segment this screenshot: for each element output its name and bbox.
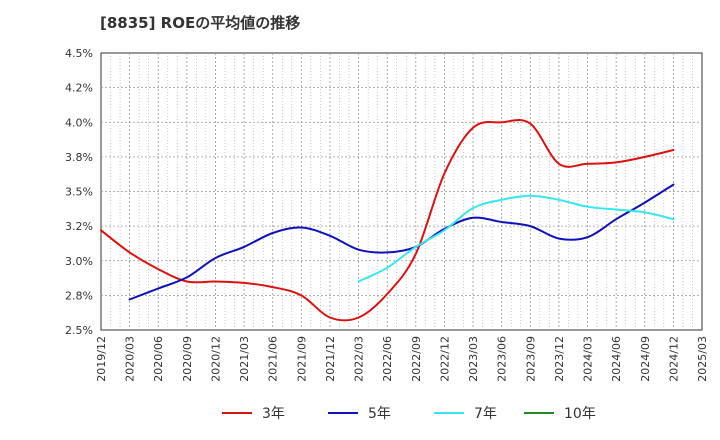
y-tick-label: 3.8% (65, 151, 93, 164)
x-tick-label: 2022/06 (381, 336, 394, 382)
x-tick-label: 2021/12 (324, 336, 337, 382)
series-line-0 (100, 118, 675, 322)
x-tick-label: 2021/09 (295, 336, 308, 382)
x-tick-label: 2020/06 (152, 336, 165, 382)
grid-layer (101, 53, 702, 330)
chart-title: [8835] ROEの平均値の推移 (100, 14, 301, 32)
x-tick-label: 2025/03 (696, 336, 709, 382)
x-tick-label: 2023/06 (496, 336, 509, 382)
x-tick-label: 2023/03 (467, 336, 480, 382)
y-tick-label: 4.2% (65, 82, 93, 95)
x-tick-label: 2019/12 (95, 336, 108, 382)
y-tick-label: 3.5% (65, 186, 93, 199)
y-tick-label: 4.0% (65, 116, 93, 129)
legend-label-0: 3年 (262, 406, 285, 422)
x-tick-label: 2020/03 (124, 336, 137, 382)
y-tick-label: 2.8% (65, 289, 93, 302)
y-axis: 2.5% 2.8% 3.0% 3.2% 3.5% 3.8% 4.0% 4.2% 4.5% (65, 47, 93, 337)
series-line-2 (357, 194, 675, 283)
x-tick-label: 2022/12 (438, 336, 451, 382)
x-tick-label: 2024/09 (639, 336, 652, 382)
x-tick-label: 2023/09 (524, 336, 537, 382)
legend-label-3: 10年 (564, 406, 596, 422)
legend-label-1: 5年 (368, 406, 391, 422)
x-tick-label: 2021/03 (238, 336, 251, 382)
series-line-1 (128, 183, 675, 301)
legend: 3年 5年 7年 10年 (222, 406, 596, 422)
x-tick-label: 2022/09 (410, 336, 423, 382)
y-tick-label: 3.2% (65, 220, 93, 233)
y-tick-label: 3.0% (65, 255, 93, 268)
x-tick-label: 2024/03 (582, 336, 595, 382)
series-layer (100, 118, 675, 322)
y-tick-label: 4.5% (65, 47, 93, 60)
x-tick-label: 2021/06 (267, 336, 280, 382)
x-tick-label: 2022/03 (353, 336, 366, 382)
x-tick-label: 2024/06 (610, 336, 623, 382)
y-tick-label: 2.5% (65, 324, 93, 337)
legend-label-2: 7年 (474, 406, 497, 422)
x-tick-label: 2020/09 (181, 336, 194, 382)
x-tick-label: 2024/12 (667, 336, 680, 382)
x-tick-label: 2020/12 (209, 336, 222, 382)
x-tick-label: 2023/12 (553, 336, 566, 382)
x-axis: 2019/12 2020/03 2020/06 2020/09 2020/12 2021/… (95, 336, 709, 382)
